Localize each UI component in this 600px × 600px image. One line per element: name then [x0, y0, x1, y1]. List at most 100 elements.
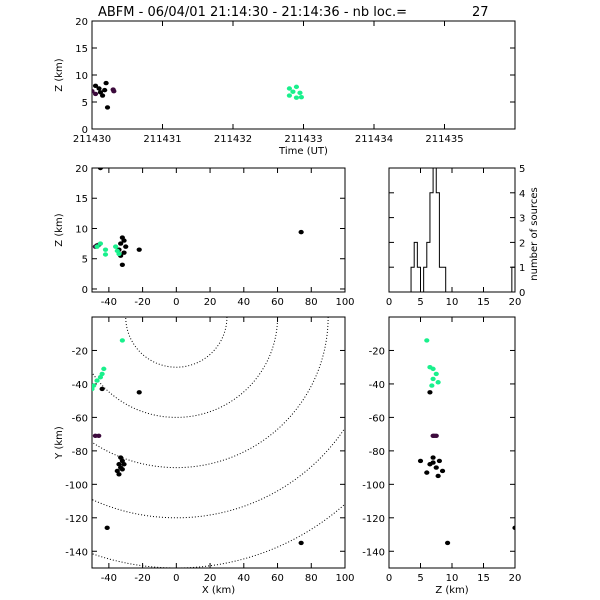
x-z-point-black: [123, 244, 129, 249]
z-y-ytick-label: -140: [362, 547, 385, 558]
time-z-xtick-label: 211432: [214, 134, 252, 145]
time-z-point-green: [298, 94, 304, 100]
z-histogram-xtick-label: 15: [477, 297, 490, 308]
x-z-point-green: [102, 252, 109, 257]
x-z-point-green: [113, 244, 119, 249]
time-z-point-green: [286, 93, 292, 98]
z-histogram-xtick-label: 10: [446, 297, 459, 308]
z-y-point-green: [435, 380, 441, 385]
x-y-point-black: [104, 525, 110, 531]
time-z-point-green: [286, 86, 292, 91]
x-y-rings: [92, 317, 345, 568]
x-y-point-green: [92, 383, 97, 388]
z-histogram-ytick-label: 0: [519, 288, 525, 299]
x-z-point-green: [97, 241, 104, 246]
x-y-range-ring: [92, 317, 279, 418]
time-z-points: [92, 80, 304, 110]
time-z-point-black: [97, 90, 104, 95]
x-y-xtick-label: 60: [271, 573, 284, 584]
z-y-ytick-label: -60: [369, 413, 385, 424]
z-y-ytick-label: -80: [369, 447, 385, 458]
time-z-ytick-label: 0: [82, 125, 88, 136]
z-y-points: [417, 338, 515, 546]
z-y-point-black: [435, 473, 441, 479]
x-z-xtick-label: 60: [271, 297, 284, 308]
x-y-xtick-label: 80: [305, 573, 318, 584]
z-y-ytick-label: -40: [369, 380, 385, 391]
z-y-point-black: [424, 470, 430, 475]
time-z-xtick-label: 211430: [73, 134, 111, 145]
x-z-point-black: [121, 250, 127, 255]
x-z-point-black: [121, 238, 127, 243]
x-y-frame: [91, 316, 346, 569]
z-y-point-black: [417, 458, 424, 464]
x-y-xlabel: X (km): [202, 585, 235, 596]
z-y-xlabel: Z (km): [435, 585, 468, 596]
x-z-points: [92, 168, 304, 267]
time-z-ytick-label: 10: [75, 71, 88, 82]
time-z-ytick-label: 15: [75, 44, 88, 55]
time-z-point-black: [104, 105, 111, 110]
z-y-point-green: [424, 338, 430, 343]
time-z-ytick-label: 20: [75, 17, 88, 28]
time-z-point-green: [297, 90, 303, 96]
x-y-point-black: [118, 455, 124, 460]
x-y-point-purple: [96, 433, 102, 439]
x-y-ytick-label: -40: [72, 380, 88, 391]
x-y-ytick-label: -80: [72, 447, 88, 458]
x-y-point-green: [97, 375, 104, 380]
x-z-ytick-label: 0: [82, 285, 88, 296]
time-z-ytick-label: 5: [82, 98, 88, 109]
time-z-xlabel: Time (UT): [278, 146, 328, 157]
time-z-point-black: [96, 86, 102, 91]
title-text: ABFM - 06/04/01 21:14:30 - 21:14:36 - nb…: [98, 5, 407, 20]
time-z-point-green: [293, 84, 300, 90]
z-y-frame: [388, 316, 516, 569]
time-z-point-black: [99, 93, 106, 98]
x-y-point-green: [101, 366, 107, 372]
z-y-point-black: [433, 465, 439, 470]
x-y-xtick-label: 20: [204, 573, 217, 584]
x-y-ytick-label: -120: [65, 514, 88, 525]
x-z-xtick-label: 0: [173, 297, 179, 308]
z-y-point-purple: [431, 433, 437, 439]
x-y-ylabel: Y (km): [54, 426, 65, 460]
z-histogram-ytick-label: 5: [519, 164, 525, 175]
z-histogram-xtick-label: 20: [509, 297, 522, 308]
x-y-point-black: [119, 467, 125, 472]
z-y-xtick-label: 15: [477, 573, 490, 584]
x-z-xtick-label: 20: [204, 297, 217, 308]
z-histogram-frame: [388, 167, 516, 293]
z-y-point-black: [430, 460, 436, 465]
x-y-ytick-label: -60: [72, 413, 88, 424]
z-y-ytick-label: -100: [362, 480, 385, 491]
x-y-xtick-label: 40: [237, 573, 250, 584]
x-y-point-green: [94, 378, 100, 383]
z-histogram-ytick-label: 1: [519, 263, 525, 274]
time-z-point-green: [290, 89, 296, 94]
z-y-point-green: [430, 376, 436, 382]
x-y-ytick-label: -100: [65, 480, 88, 491]
x-y-xtick-label: 100: [335, 573, 354, 584]
x-y-xtick-label: -40: [101, 573, 117, 584]
x-z-point-black: [298, 229, 304, 235]
z-y-point-black: [436, 458, 442, 464]
z-histogram-ytick-label: 4: [519, 189, 525, 200]
z-y-point-black: [444, 540, 451, 546]
z-y-ytick-label: -120: [362, 514, 385, 525]
x-y-point-green: [99, 371, 105, 377]
z-histogram-ylabel: number of sources: [529, 187, 540, 280]
time-z-point-black: [92, 83, 99, 89]
x-z-ytick-label: 15: [75, 194, 88, 205]
x-y-points: [92, 338, 304, 546]
x-z-ylabel: Z (km): [54, 213, 65, 246]
z-histogram-ytick-label: 2: [519, 238, 525, 249]
z-y-point-black: [427, 390, 433, 395]
x-y-point-black: [116, 462, 122, 467]
time-z-ylabel: Z (km): [54, 58, 65, 91]
x-z-ytick-label: 10: [75, 224, 88, 235]
x-y-xtick-label: 0: [173, 573, 179, 584]
z-y-xtick-label: 20: [509, 573, 522, 584]
x-z-ytick-label: 20: [75, 164, 88, 175]
